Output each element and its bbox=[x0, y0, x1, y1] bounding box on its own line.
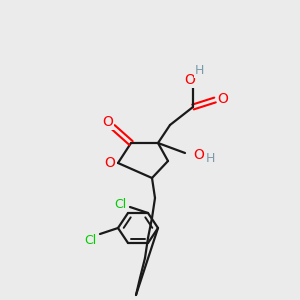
Text: O: O bbox=[103, 115, 113, 129]
Text: O: O bbox=[105, 156, 116, 170]
Text: Cl: Cl bbox=[84, 233, 96, 247]
Text: Cl: Cl bbox=[114, 199, 126, 212]
Text: H: H bbox=[194, 64, 204, 77]
Text: H: H bbox=[206, 152, 215, 166]
Text: O: O bbox=[193, 148, 204, 162]
Text: O: O bbox=[218, 92, 228, 106]
Text: O: O bbox=[184, 73, 195, 87]
